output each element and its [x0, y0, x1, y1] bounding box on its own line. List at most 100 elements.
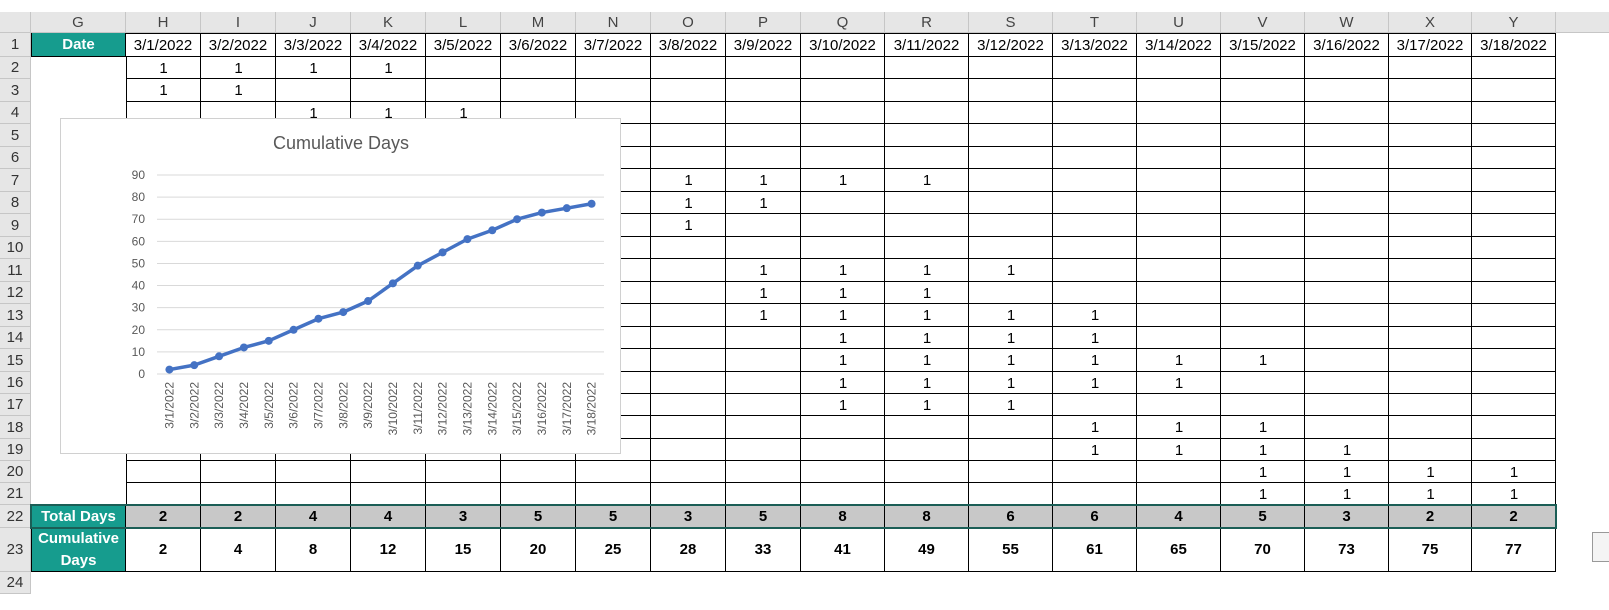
table-cell[interactable] [276, 57, 351, 79]
total-days-cell[interactable]: 8 [801, 505, 885, 528]
data-point[interactable] [587, 199, 596, 208]
table-cell[interactable] [885, 282, 969, 304]
row-header-24[interactable]: 24 [0, 572, 31, 594]
column-header-o[interactable]: O [651, 12, 726, 33]
table-cell[interactable] [651, 439, 726, 461]
row-header-16[interactable]: 16 [0, 372, 31, 394]
table-cell[interactable] [1221, 416, 1305, 439]
row-header-21[interactable]: 21 [0, 483, 31, 505]
table-cell[interactable] [651, 259, 726, 282]
table-cell[interactable] [1137, 237, 1221, 259]
table-cell[interactable] [576, 439, 651, 461]
table-cell[interactable] [885, 169, 969, 192]
cumulative-days-cell[interactable]: 41 [801, 528, 885, 572]
table-cell[interactable] [1389, 439, 1472, 461]
table-cell[interactable] [726, 169, 801, 192]
table-cell[interactable] [726, 259, 801, 282]
table-cell[interactable] [1221, 349, 1305, 372]
column-header-r[interactable]: R [885, 12, 969, 33]
table-cell[interactable] [1221, 327, 1305, 349]
table-cell[interactable] [1472, 327, 1556, 349]
column-header-t[interactable]: T [1053, 12, 1137, 33]
table-cell[interactable] [651, 237, 726, 259]
data-point[interactable] [364, 297, 373, 306]
table-cell[interactable] [969, 192, 1053, 214]
table-cell[interactable] [426, 461, 501, 483]
cumulative-days-cell[interactable]: 65 [1137, 528, 1221, 572]
table-cell[interactable] [1053, 124, 1137, 147]
table-cell[interactable] [1305, 394, 1389, 416]
table-cell[interactable] [1389, 79, 1472, 102]
table-cell[interactable] [651, 304, 726, 327]
table-cell[interactable] [351, 79, 426, 102]
date-label-cell[interactable]: Date [31, 33, 126, 57]
table-cell[interactable] [885, 214, 969, 237]
table-cell[interactable] [576, 57, 651, 79]
column-header-g[interactable]: G [31, 12, 126, 33]
total-days-cell[interactable]: 4 [351, 505, 426, 528]
table-cell[interactable] [801, 394, 885, 416]
table-cell[interactable] [1389, 461, 1472, 483]
table-cell[interactable] [801, 79, 885, 102]
table-cell[interactable] [801, 214, 885, 237]
cumulative-days-chart[interactable]: Cumulative Days 0 10 20 30 40 50 60 70 80 90 3/1/… [60, 118, 621, 454]
column-header-q[interactable]: Q [801, 12, 885, 33]
table-cell[interactable] [651, 349, 726, 372]
data-point[interactable] [537, 208, 546, 217]
table-cell[interactable] [1221, 57, 1305, 79]
table-cell[interactable] [651, 79, 726, 102]
table-cell[interactable] [1137, 439, 1221, 461]
table-cell[interactable] [885, 349, 969, 372]
table-cell[interactable] [1305, 237, 1389, 259]
table-cell[interactable] [201, 57, 276, 79]
table-cell[interactable] [1472, 439, 1556, 461]
table-cell[interactable] [801, 461, 885, 483]
table-cell[interactable] [1389, 102, 1472, 124]
table-cell[interactable] [969, 439, 1053, 461]
table-cell[interactable] [1221, 124, 1305, 147]
cumulative-days-label[interactable]: Cumulative Days [31, 528, 126, 572]
date-header-cell[interactable]: 3/13/2022 [1053, 33, 1137, 57]
table-cell[interactable] [351, 461, 426, 483]
table-cell[interactable] [1137, 169, 1221, 192]
table-cell[interactable] [1053, 282, 1137, 304]
table-cell[interactable] [1137, 372, 1221, 394]
table-cell[interactable] [1053, 147, 1137, 169]
data-point[interactable] [488, 226, 497, 235]
table-cell[interactable] [1137, 304, 1221, 327]
table-cell[interactable] [126, 461, 201, 483]
table-cell[interactable] [1053, 214, 1137, 237]
table-cell[interactable] [501, 79, 576, 102]
table-cell[interactable] [651, 169, 726, 192]
date-header-cell[interactable]: 3/16/2022 [1305, 33, 1389, 57]
table-cell[interactable] [885, 57, 969, 79]
data-point[interactable] [513, 215, 522, 224]
table-cell[interactable] [1053, 394, 1137, 416]
total-days-cell[interactable]: 5 [501, 505, 576, 528]
data-point[interactable] [165, 365, 174, 374]
cumulative-days-cell[interactable]: 20 [501, 528, 576, 572]
table-cell[interactable] [1389, 259, 1472, 282]
total-days-cell[interactable]: 4 [1137, 505, 1221, 528]
table-cell[interactable] [726, 327, 801, 349]
cumulative-days-cell[interactable]: 70 [1221, 528, 1305, 572]
total-days-cell[interactable]: 5 [726, 505, 801, 528]
table-cell[interactable] [726, 416, 801, 439]
table-cell[interactable] [1221, 282, 1305, 304]
total-days-cell[interactable]: 6 [1053, 505, 1137, 528]
table-cell[interactable] [1305, 327, 1389, 349]
date-header-cell[interactable]: 3/10/2022 [801, 33, 885, 57]
table-cell[interactable] [651, 282, 726, 304]
cumulative-days-cell[interactable]: 77 [1472, 528, 1556, 572]
row-header-19[interactable]: 19 [0, 439, 31, 461]
row-header-20[interactable]: 20 [0, 461, 31, 483]
table-cell[interactable] [1137, 147, 1221, 169]
total-days-cell[interactable]: 3 [426, 505, 501, 528]
table-cell[interactable] [885, 124, 969, 147]
table-cell[interactable] [1305, 372, 1389, 394]
row-header-3[interactable]: 3 [0, 79, 31, 102]
table-cell[interactable] [1053, 372, 1137, 394]
table-cell[interactable] [1137, 192, 1221, 214]
column-header-n[interactable]: N [576, 12, 651, 33]
table-cell[interactable] [1472, 124, 1556, 147]
